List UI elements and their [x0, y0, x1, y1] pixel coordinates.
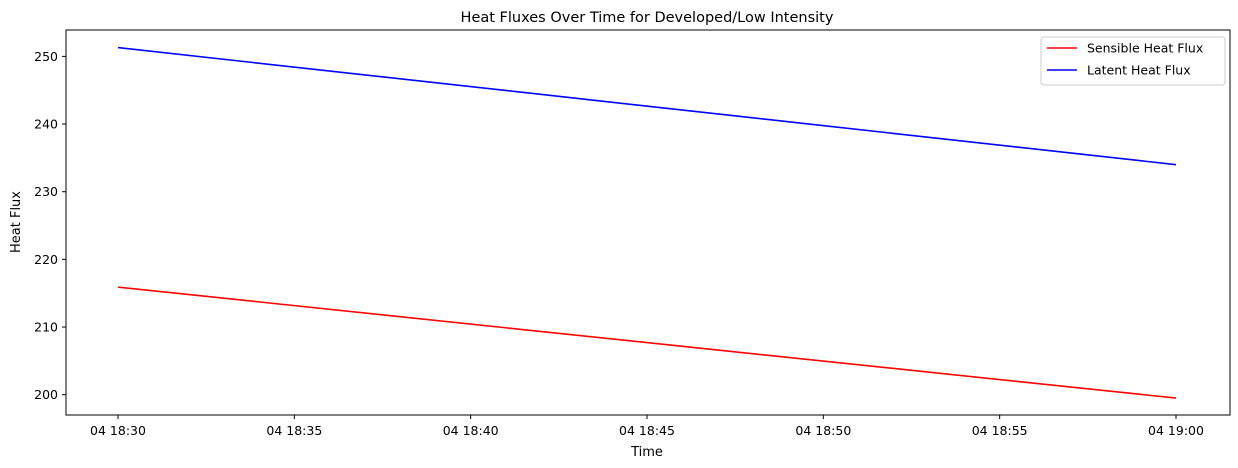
legend-box — [1040, 36, 1226, 86]
y-tick-label: 240 — [34, 117, 58, 132]
x-tick-label: 04 19:00 — [1148, 423, 1204, 438]
y-tick-label: 220 — [34, 252, 58, 267]
x-tick-label: 04 18:55 — [972, 423, 1028, 438]
y-tick-label: 230 — [34, 184, 58, 199]
x-tick-label: 04 18:30 — [90, 423, 146, 438]
y-axis: 200 210 220 230 240 250 — [34, 49, 66, 402]
legend-label: Sensible Heat Flux — [1087, 41, 1203, 56]
x-axis: 04 18:30 04 18:35 04 18:40 04 18:45 04 18:50… — [90, 415, 1204, 438]
chart-title: Heat Fluxes Over Time for Developed/Low … — [461, 10, 834, 26]
series-line-latent-heat-flux — [117, 46, 1177, 166]
y-tick-label: 250 — [34, 49, 58, 64]
x-tick-label: 04 18:35 — [266, 423, 322, 438]
legend: Sensible Heat Flux Latent Heat Flux — [1040, 36, 1226, 86]
plot-area — [65, 29, 1231, 416]
series-lines — [117, 46, 1177, 399]
series-line-sensible-heat-flux — [117, 286, 1177, 399]
y-tick-label: 200 — [34, 387, 58, 402]
y-tick-label: 210 — [34, 320, 58, 335]
legend-label: Latent Heat Flux — [1087, 63, 1191, 78]
x-tick-label: 04 18:50 — [795, 423, 851, 438]
x-tick-label: 04 18:40 — [443, 423, 499, 438]
x-tick-label: 04 18:45 — [619, 423, 675, 438]
y-axis-label: Heat Flux — [9, 191, 24, 253]
x-axis-label: Time — [630, 445, 663, 460]
